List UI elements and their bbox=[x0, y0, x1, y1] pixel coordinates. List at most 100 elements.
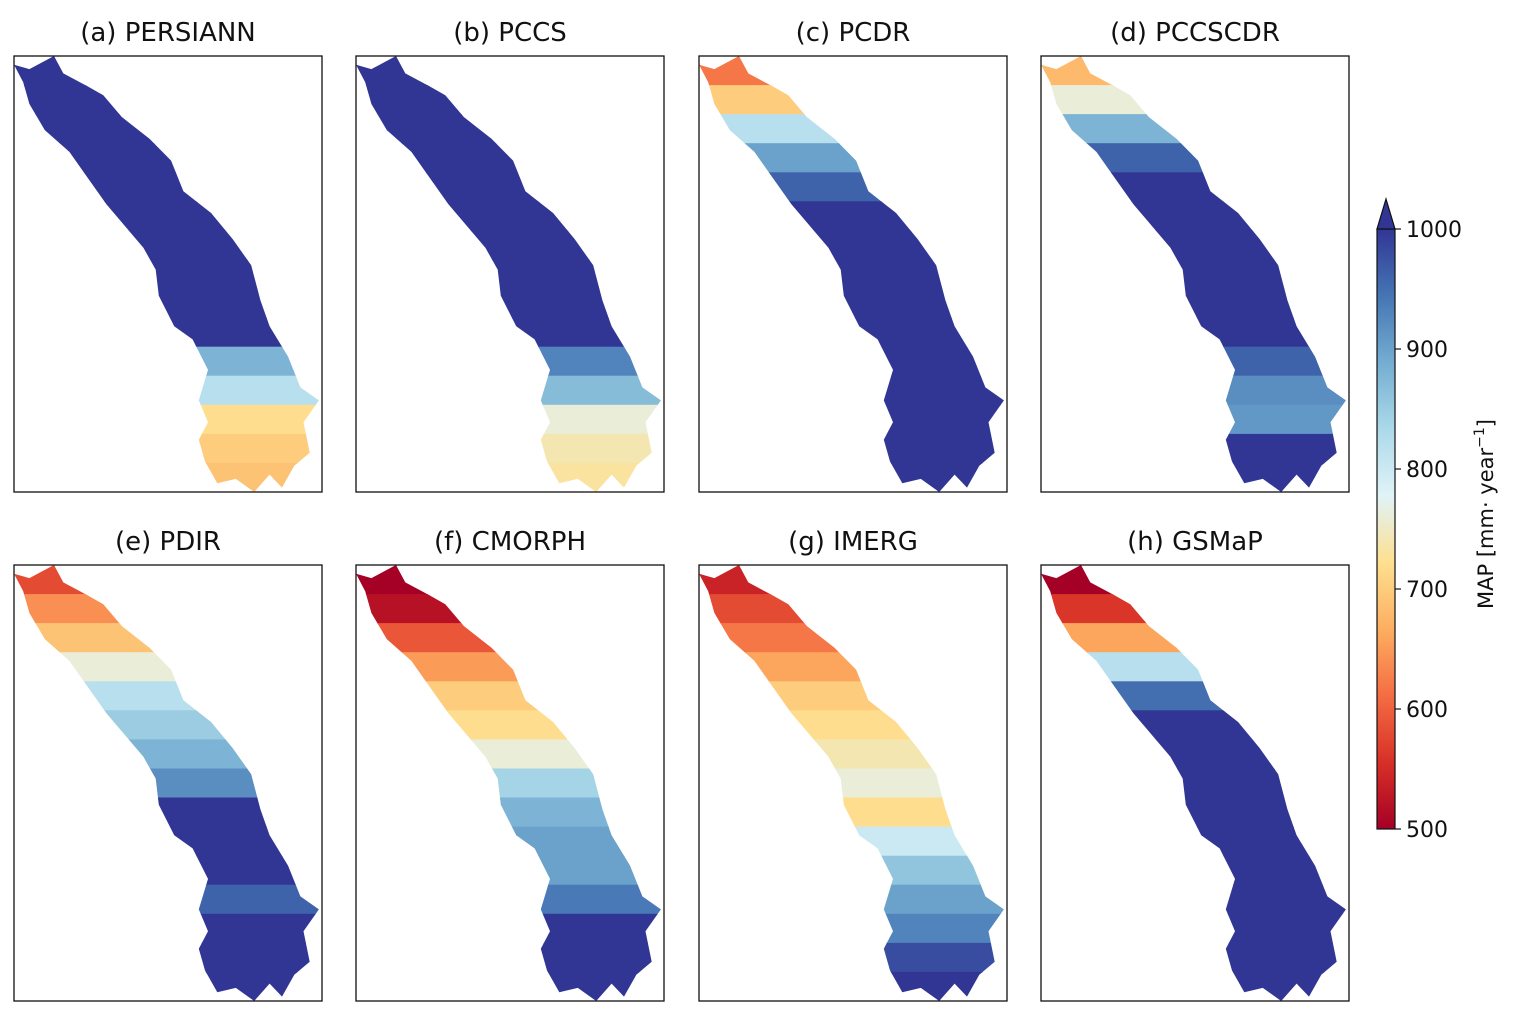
basin-band bbox=[356, 913, 661, 944]
basin-band bbox=[14, 404, 319, 435]
basin-band bbox=[356, 797, 661, 828]
basin-fill bbox=[699, 565, 1004, 1001]
basin-band bbox=[699, 114, 1004, 145]
basin-band bbox=[356, 230, 661, 261]
basin-band bbox=[356, 739, 661, 770]
basin-band bbox=[1041, 259, 1346, 290]
panel-frame bbox=[698, 564, 1008, 1002]
basin-band bbox=[1041, 375, 1346, 406]
colorbar-tick-label: 600 bbox=[1406, 698, 1448, 723]
basin-band bbox=[699, 172, 1004, 203]
basin-band bbox=[699, 594, 1004, 625]
basin-band bbox=[1041, 462, 1346, 492]
basin-band bbox=[1041, 346, 1346, 377]
basin-band bbox=[699, 85, 1004, 116]
basin-band bbox=[356, 56, 661, 87]
basin-band bbox=[356, 375, 661, 406]
map-panel: (b) PCCS bbox=[355, 18, 665, 493]
basin-fill bbox=[14, 56, 319, 492]
map-panel: (f) CMORPH bbox=[355, 527, 665, 1002]
basin-band bbox=[14, 739, 319, 770]
panel-title: (h) GSMaP bbox=[1127, 527, 1263, 557]
panel-frame bbox=[698, 55, 1008, 493]
basin-band bbox=[699, 681, 1004, 712]
basin-band bbox=[699, 404, 1004, 435]
basin-band bbox=[699, 462, 1004, 492]
basin-band bbox=[1041, 114, 1346, 145]
basin-band bbox=[14, 623, 319, 654]
basin-band bbox=[1041, 404, 1346, 435]
map-panels: (a) PERSIANN (b) PCCS (c) PCDR (d) PCCSCDR (… bbox=[13, 18, 1350, 1002]
basin-band bbox=[1041, 594, 1346, 625]
basin-band bbox=[14, 85, 319, 116]
panel-title: (e) PDIR bbox=[115, 527, 221, 557]
basin-band bbox=[1041, 623, 1346, 654]
basin-band bbox=[14, 768, 319, 799]
basin-band bbox=[14, 681, 319, 712]
basin-band bbox=[356, 594, 661, 625]
basin-band bbox=[1041, 913, 1346, 944]
basin-band bbox=[356, 288, 661, 319]
basin-band bbox=[14, 971, 319, 1001]
basin-band bbox=[356, 404, 661, 435]
basin-band bbox=[1041, 433, 1346, 464]
basin-fill bbox=[356, 565, 661, 1001]
basin-band bbox=[699, 826, 1004, 857]
basin-band bbox=[356, 623, 661, 654]
basin-band bbox=[14, 346, 319, 377]
basin-band bbox=[14, 565, 319, 596]
basin-band bbox=[1041, 172, 1346, 203]
basin-band bbox=[1041, 288, 1346, 319]
basin-band bbox=[699, 259, 1004, 290]
basin-band bbox=[699, 433, 1004, 464]
basin-band bbox=[356, 855, 661, 886]
basin-band bbox=[1041, 797, 1346, 828]
basin-band bbox=[1041, 85, 1346, 116]
basin-band bbox=[1041, 739, 1346, 770]
basin-band bbox=[14, 114, 319, 145]
panel-frame bbox=[13, 564, 323, 1002]
basin-band bbox=[14, 201, 319, 232]
colorbar-extend-arrow bbox=[1376, 196, 1396, 230]
basin-band bbox=[14, 710, 319, 741]
basin-fill bbox=[356, 56, 661, 492]
basin-band bbox=[699, 710, 1004, 741]
panel-title: (c) PCDR bbox=[796, 18, 911, 48]
basin-band bbox=[1041, 317, 1346, 348]
colorbar-tick-label: 500 bbox=[1406, 818, 1448, 843]
panel-frame bbox=[355, 55, 665, 493]
basin-band bbox=[699, 565, 1004, 596]
basin-band bbox=[356, 114, 661, 145]
basin-band bbox=[14, 913, 319, 944]
basin-band bbox=[1041, 56, 1346, 87]
basin-band bbox=[699, 855, 1004, 886]
basin-band bbox=[1041, 971, 1346, 1001]
basin-band bbox=[14, 230, 319, 261]
basin-band bbox=[699, 143, 1004, 174]
basin-band bbox=[356, 681, 661, 712]
panel-title: (a) PERSIANN bbox=[80, 18, 256, 48]
map-panel: (a) PERSIANN bbox=[13, 18, 323, 493]
basin-band bbox=[699, 230, 1004, 261]
basin-fill bbox=[14, 565, 319, 1001]
basin-band bbox=[699, 56, 1004, 87]
basin-band bbox=[699, 317, 1004, 348]
basin-band bbox=[14, 375, 319, 406]
basin-band bbox=[699, 623, 1004, 654]
basin-band bbox=[699, 971, 1004, 1001]
basin-band bbox=[699, 884, 1004, 915]
basin-band bbox=[699, 652, 1004, 683]
colorbar-tick-label: 700 bbox=[1406, 578, 1448, 603]
basin-band bbox=[356, 826, 661, 857]
basin-band bbox=[14, 259, 319, 290]
basin-band bbox=[356, 768, 661, 799]
basin-band bbox=[1041, 143, 1346, 174]
basin-band bbox=[1041, 826, 1346, 857]
basin-band bbox=[356, 462, 661, 492]
basin-band bbox=[1041, 681, 1346, 712]
basin-band bbox=[699, 942, 1004, 973]
basin-band bbox=[14, 172, 319, 203]
basin-band bbox=[1041, 652, 1346, 683]
colorbar: 500 600 700 800 900 1000 MAP [mm· year−1] bbox=[1376, 196, 1498, 843]
